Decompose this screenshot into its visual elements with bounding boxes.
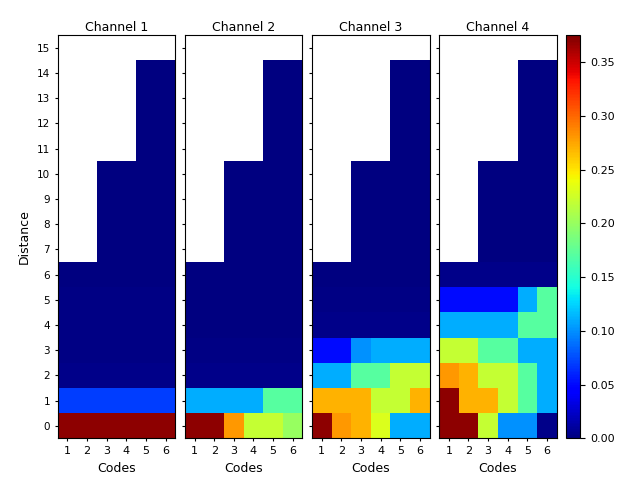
Title: Channel 2: Channel 2: [212, 21, 275, 34]
X-axis label: Codes: Codes: [351, 462, 390, 475]
Title: Channel 1: Channel 1: [85, 21, 148, 34]
X-axis label: Codes: Codes: [479, 462, 517, 475]
X-axis label: Codes: Codes: [97, 462, 136, 475]
Title: Channel 3: Channel 3: [339, 21, 403, 34]
Title: Channel 4: Channel 4: [467, 21, 529, 34]
X-axis label: Codes: Codes: [224, 462, 263, 475]
Y-axis label: Distance: Distance: [18, 210, 31, 264]
